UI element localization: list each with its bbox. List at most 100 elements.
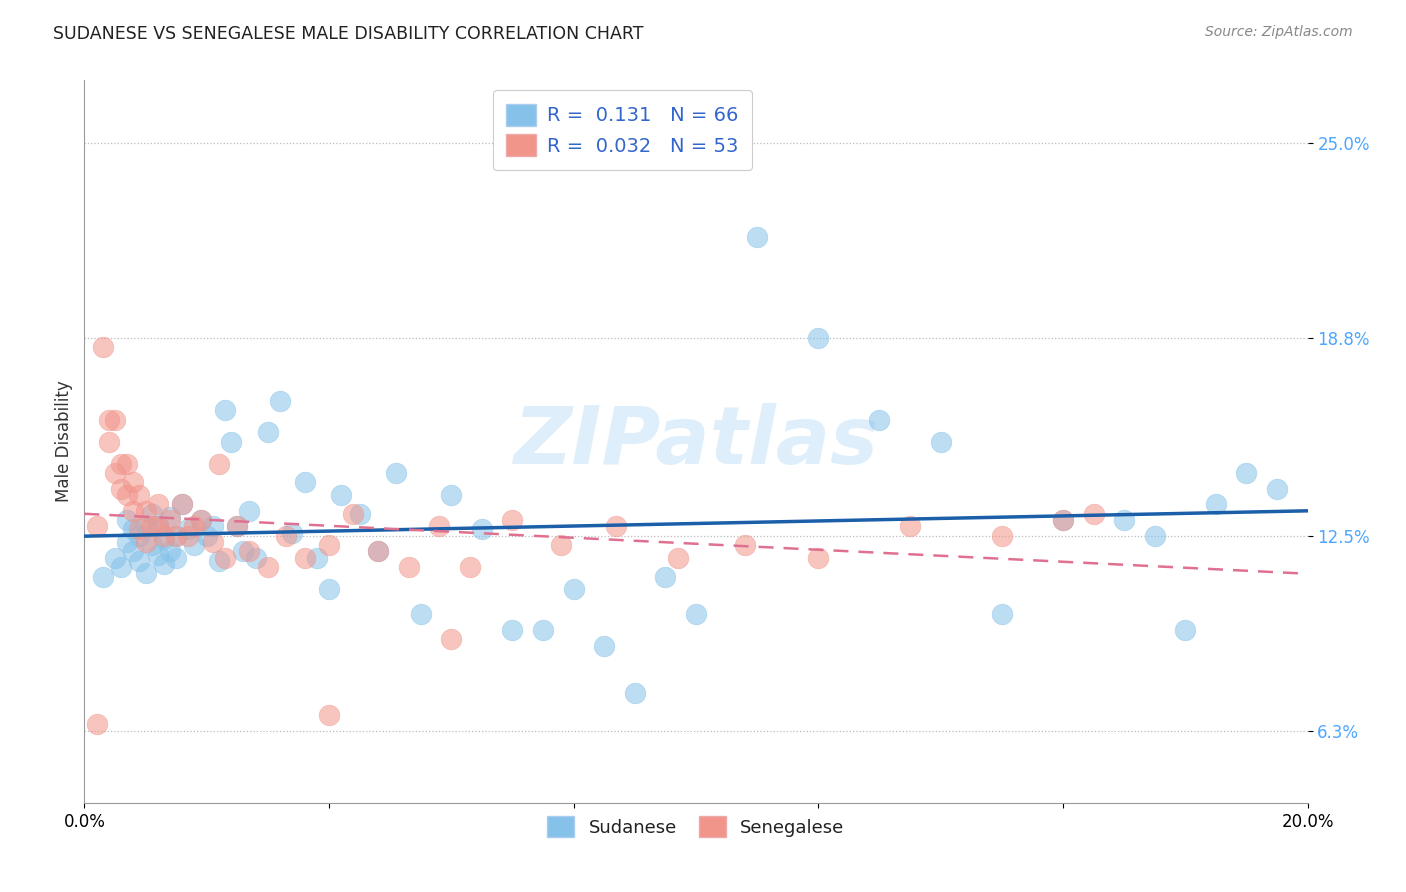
Point xyxy=(201,535,224,549)
Text: ZIPatlas: ZIPatlas xyxy=(513,402,879,481)
Point xyxy=(177,523,200,537)
Point xyxy=(502,623,524,637)
Point xyxy=(991,529,1014,543)
Point xyxy=(747,230,769,244)
Point xyxy=(458,560,481,574)
Point xyxy=(929,434,952,449)
Point xyxy=(245,550,267,565)
Point xyxy=(398,560,420,574)
Point xyxy=(97,434,120,449)
Point xyxy=(159,513,181,527)
Point xyxy=(122,475,145,490)
Point xyxy=(550,538,572,552)
Point xyxy=(318,582,340,597)
Point xyxy=(427,519,450,533)
Point xyxy=(385,466,408,480)
Point xyxy=(115,535,138,549)
Point xyxy=(115,513,138,527)
Point xyxy=(195,529,218,543)
Point xyxy=(104,550,127,565)
Point xyxy=(110,560,132,574)
Point xyxy=(1052,513,1074,527)
Point xyxy=(232,544,254,558)
Point xyxy=(172,497,194,511)
Point xyxy=(104,466,127,480)
Point xyxy=(281,525,304,540)
Point xyxy=(122,544,145,558)
Point xyxy=(807,550,830,565)
Point xyxy=(1114,513,1136,527)
Point xyxy=(91,569,114,583)
Point xyxy=(294,475,316,490)
Point xyxy=(104,412,127,426)
Point xyxy=(141,538,163,552)
Point xyxy=(141,507,163,521)
Point xyxy=(654,569,676,583)
Point xyxy=(226,519,249,533)
Point xyxy=(97,412,120,426)
Point xyxy=(201,519,224,533)
Point xyxy=(226,519,249,533)
Point xyxy=(110,482,132,496)
Point xyxy=(146,519,169,533)
Point xyxy=(177,529,200,543)
Point xyxy=(190,513,212,527)
Point xyxy=(110,457,132,471)
Point xyxy=(135,503,157,517)
Point xyxy=(135,535,157,549)
Point xyxy=(367,544,389,558)
Point xyxy=(86,717,108,731)
Point xyxy=(208,457,231,471)
Text: SUDANESE VS SENEGALESE MALE DISABILITY CORRELATION CHART: SUDANESE VS SENEGALESE MALE DISABILITY C… xyxy=(53,25,644,43)
Point xyxy=(1265,482,1288,496)
Point xyxy=(605,519,627,533)
Point xyxy=(330,488,353,502)
Point xyxy=(471,523,494,537)
Point xyxy=(898,519,921,533)
Point xyxy=(115,488,138,502)
Point xyxy=(135,519,157,533)
Point xyxy=(1143,529,1166,543)
Point xyxy=(440,632,463,647)
Point xyxy=(214,403,236,417)
Point xyxy=(409,607,432,622)
Point xyxy=(141,519,163,533)
Point xyxy=(305,550,328,565)
Point xyxy=(1205,497,1227,511)
Point xyxy=(219,434,242,449)
Text: Source: ZipAtlas.com: Source: ZipAtlas.com xyxy=(1205,25,1353,39)
Point xyxy=(128,554,150,568)
Point xyxy=(318,538,340,552)
Point xyxy=(1236,466,1258,480)
Y-axis label: Male Disability: Male Disability xyxy=(55,381,73,502)
Point xyxy=(165,550,187,565)
Point xyxy=(183,519,205,533)
Point xyxy=(807,331,830,345)
Point xyxy=(153,529,176,543)
Point xyxy=(122,503,145,517)
Point xyxy=(531,623,554,637)
Point xyxy=(190,513,212,527)
Point xyxy=(146,497,169,511)
Point xyxy=(122,523,145,537)
Point xyxy=(238,503,260,517)
Point xyxy=(318,707,340,722)
Point xyxy=(440,488,463,502)
Point xyxy=(294,550,316,565)
Point xyxy=(238,544,260,558)
Point xyxy=(135,566,157,581)
Point xyxy=(1174,623,1197,637)
Point xyxy=(208,554,231,568)
Point xyxy=(734,538,756,552)
Point xyxy=(1052,513,1074,527)
Point xyxy=(367,544,389,558)
Point xyxy=(666,550,689,565)
Point xyxy=(165,529,187,543)
Point xyxy=(685,607,707,622)
Point xyxy=(349,507,371,521)
Point xyxy=(159,544,181,558)
Point xyxy=(269,393,291,408)
Point xyxy=(146,519,169,533)
Point xyxy=(183,538,205,552)
Point xyxy=(624,686,647,700)
